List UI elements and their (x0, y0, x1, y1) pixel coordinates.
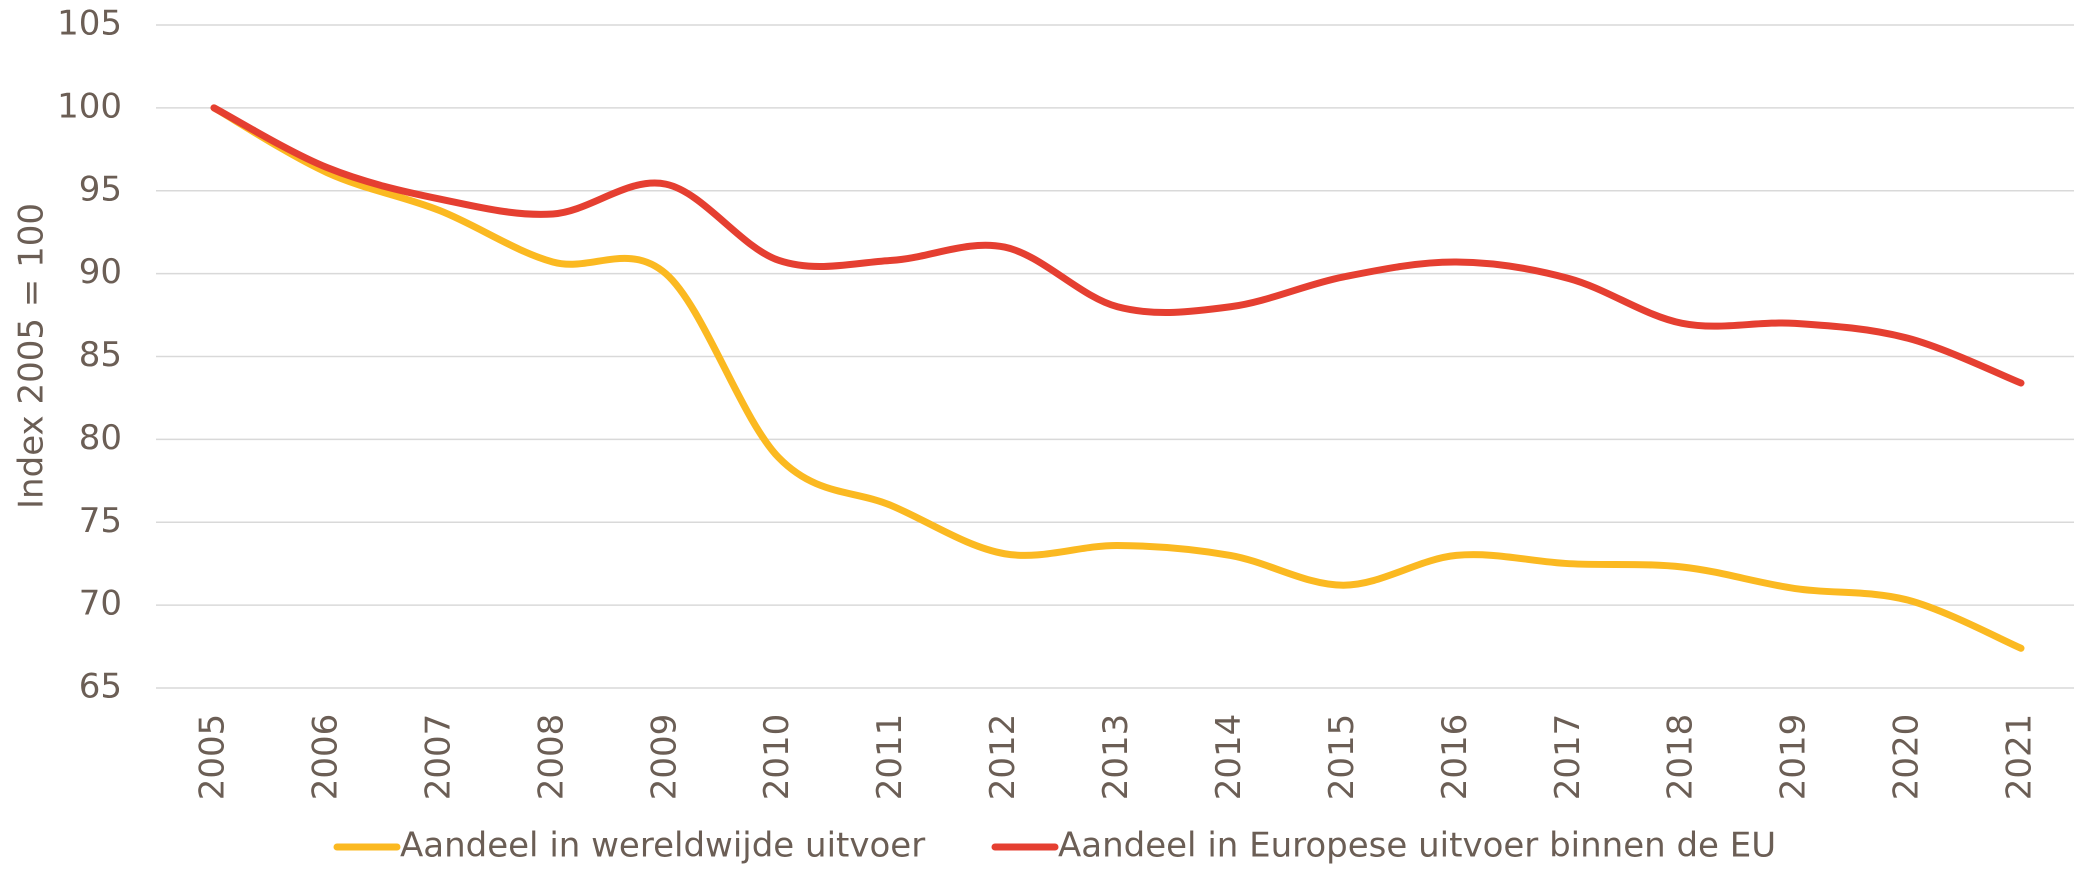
x-tick-label: 2019 (1774, 714, 1814, 801)
legend-label: Aandeel in wereldwijde uitvoer (400, 826, 925, 866)
x-tick-label: 2018 (1661, 714, 1701, 801)
y-axis-label: Index 2005 = 100 (12, 203, 52, 509)
y-tick-label: 95 (79, 169, 122, 209)
x-tick-label: 2013 (1096, 714, 1136, 801)
y-tick-label: 85 (79, 335, 122, 375)
x-tick-label: 2012 (983, 714, 1023, 801)
y-tick-label: 90 (79, 252, 122, 292)
y-tick-label: 70 (79, 584, 122, 624)
y-tick-label: 75 (79, 501, 122, 541)
x-tick-label: 2006 (305, 714, 345, 801)
legend-label: Aandeel in Europese uitvoer binnen de EU (1058, 826, 1776, 866)
x-tick-label: 2010 (757, 714, 797, 801)
x-tick-label: 2008 (531, 714, 571, 801)
x-tick-label: 2016 (1435, 714, 1475, 801)
x-tick-label: 2021 (2000, 714, 2040, 801)
x-tick-label: 2009 (644, 714, 684, 801)
x-tick-label: 2020 (1887, 714, 1927, 801)
x-tick-label: 2017 (1548, 714, 1588, 801)
y-tick-label: 105 (57, 4, 122, 44)
x-tick-label: 2011 (870, 714, 910, 801)
y-tick-label: 65 (79, 667, 122, 707)
x-tick-label: 2007 (418, 714, 458, 801)
x-tick-label: 2015 (1322, 714, 1362, 801)
series-line (210, 104, 2025, 387)
y-tick-label: 100 (57, 86, 122, 126)
x-tick-label: 2014 (1209, 714, 1249, 801)
x-tick-label: 2005 (193, 714, 233, 801)
series-line (210, 104, 2025, 652)
y-tick-label: 80 (79, 418, 122, 458)
